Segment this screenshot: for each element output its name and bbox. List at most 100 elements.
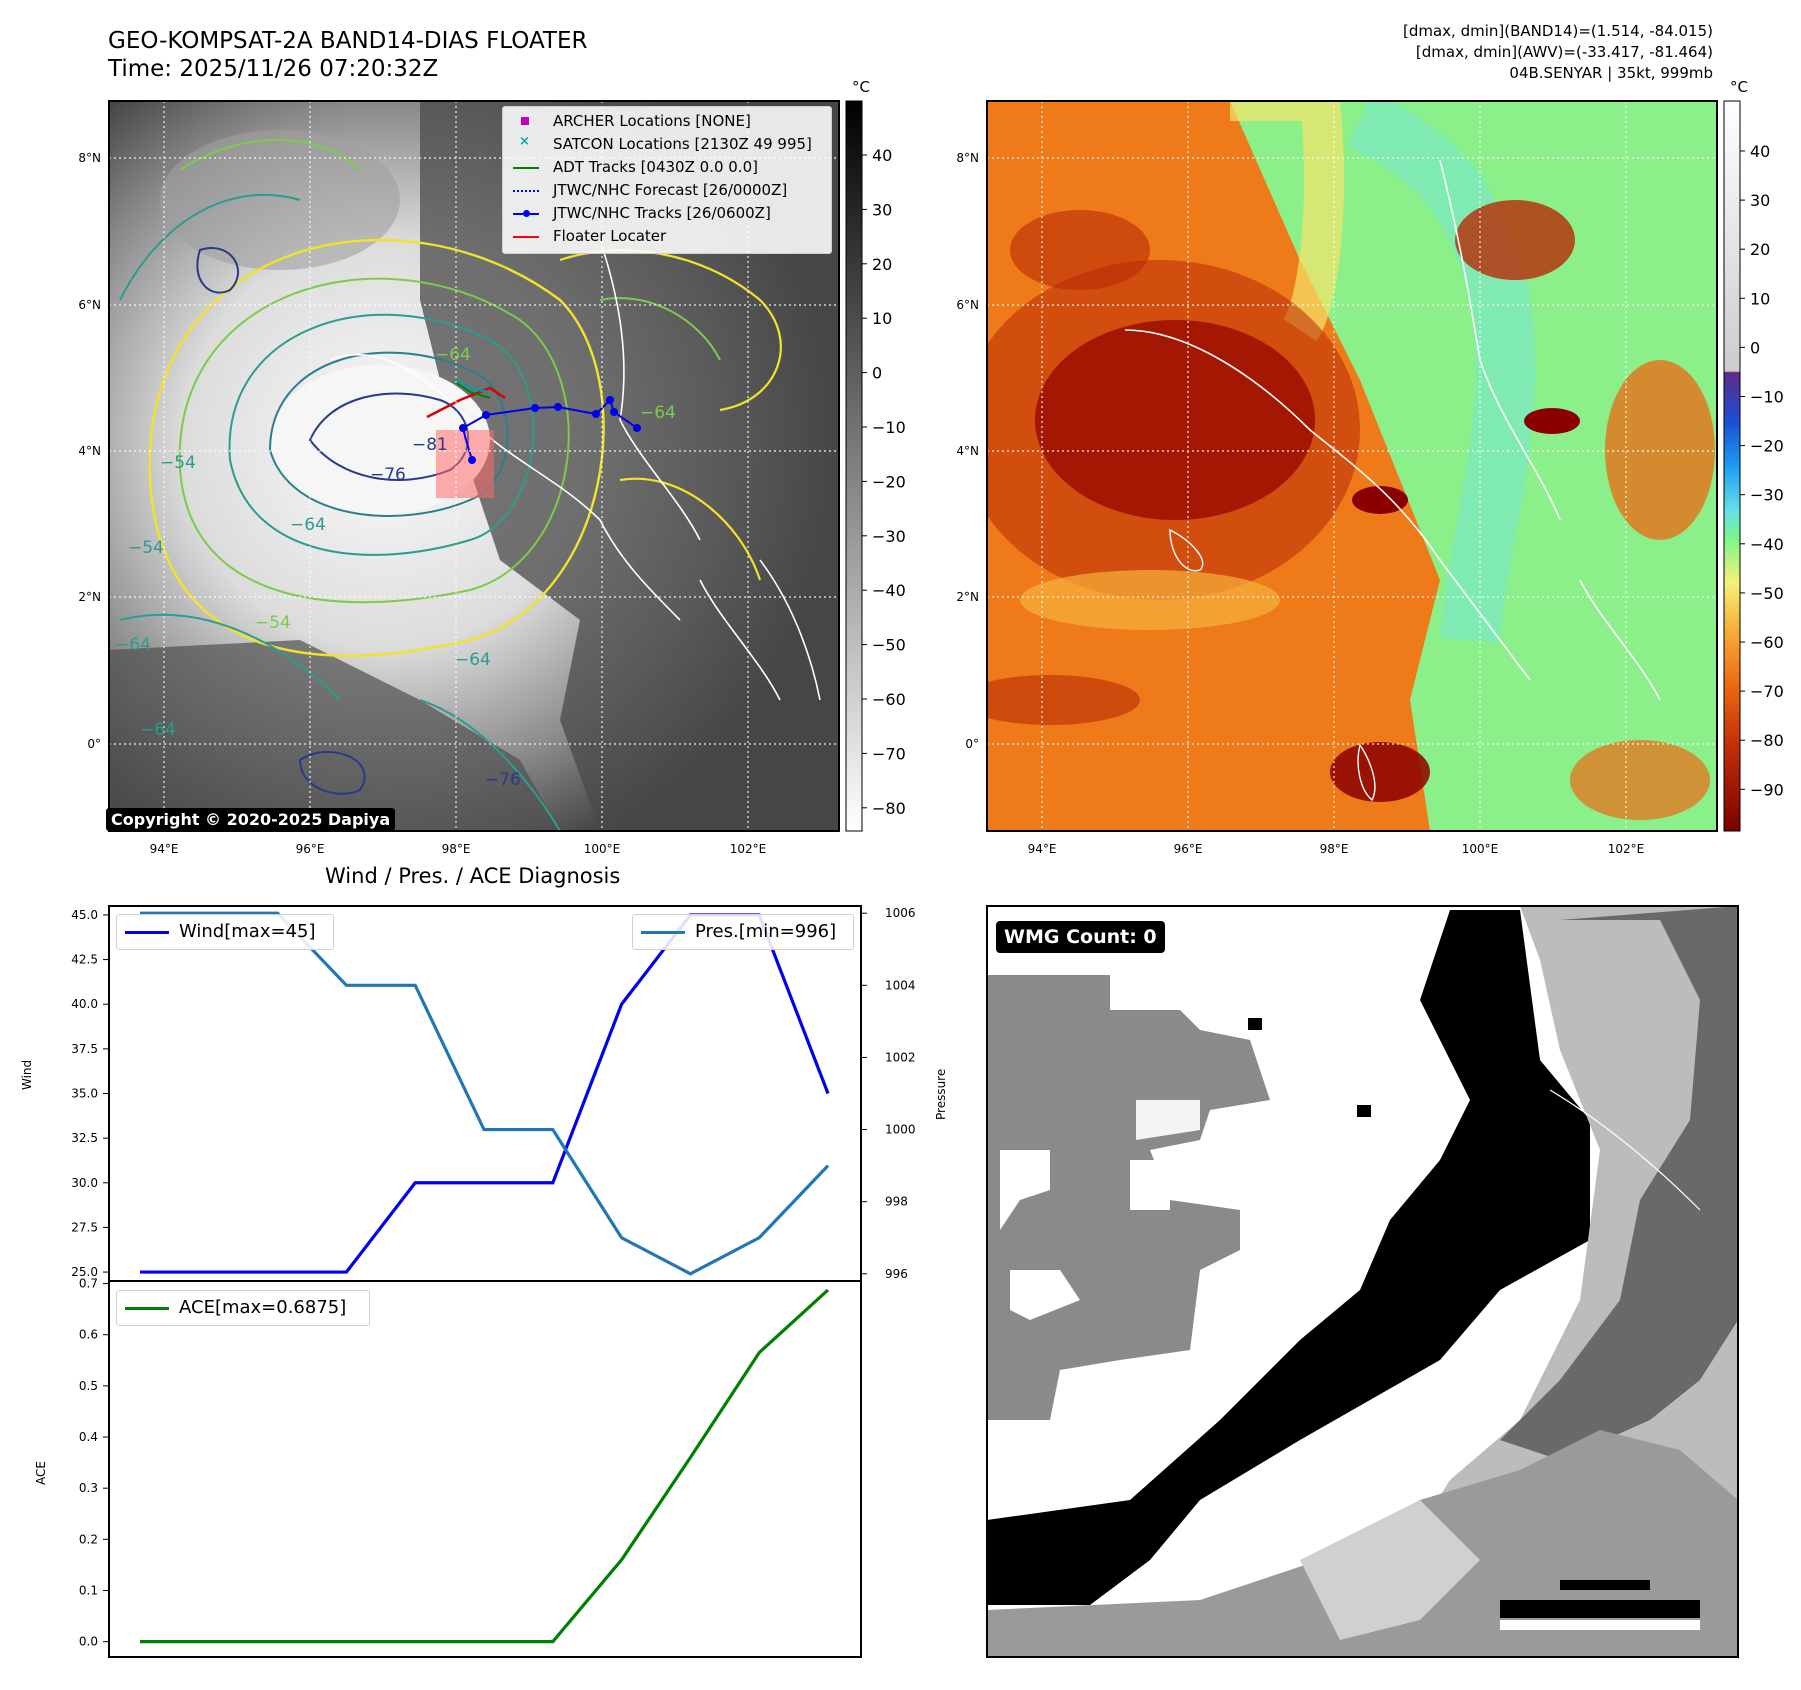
awv-colorbar-tick-label: −60 xyxy=(1750,633,1784,652)
lon-tick-label: 96°E xyxy=(296,842,325,856)
contour-label: −64 xyxy=(115,635,151,655)
awv-colorbar-ticks: 40 30 20 10 0 −10 −20 −30 −40 −50 −60 −70 −80 −90 xyxy=(1740,142,1784,799)
copyright-badge: Copyright © 2020-2025 Dapiya xyxy=(106,808,396,831)
contour-label: −64 xyxy=(140,720,176,740)
wmg-count-badge: WMG Count: 0 xyxy=(996,921,1165,953)
awv-colorbar-tick-label: −20 xyxy=(1750,437,1784,456)
awv-range: [dmax, dmin](AWV)=(-33.417, -81.464) xyxy=(1415,43,1713,61)
lat-tick-label: 8°N xyxy=(78,151,101,165)
ir-colorbar-ticks: 40 30 20 10 0 −10 −20 −30 −40 −50 −60 −70 −80 xyxy=(862,146,906,818)
storm-info: 04B.SENYAR | 35kt, 999mb xyxy=(1509,64,1713,82)
pressure-legend-swatch xyxy=(641,931,685,934)
dotted-line-icon xyxy=(513,190,539,192)
ace-axis-tick-label: 0.7 xyxy=(79,1277,98,1291)
lon-tick-label: 94°E xyxy=(150,842,179,856)
ir-colorbar-tick-label: −20 xyxy=(872,472,906,491)
ir-colorbar-tick-label: 30 xyxy=(872,200,892,219)
awv-map-frame xyxy=(986,100,1718,832)
lon-tick-label: 100°E xyxy=(1462,842,1499,856)
solid-line-icon xyxy=(513,236,539,238)
awv-colorbar-tick-label: −30 xyxy=(1750,486,1784,505)
ace-legend-swatch xyxy=(125,1307,169,1310)
lon-tick-label: 102°E xyxy=(730,842,767,856)
contour-label: −76 xyxy=(485,770,521,790)
ir-legend-label: Floater Locater xyxy=(553,227,667,245)
pressure-axis-tick-label: 1002 xyxy=(885,1050,916,1064)
ace-axis-tick-label: 0.1 xyxy=(79,1583,98,1597)
lat-tick-label: 4°N xyxy=(78,444,101,458)
pressure-legend: Pres.[min=996] xyxy=(632,914,854,950)
lon-tick-label: 102°E xyxy=(1608,842,1645,856)
lat-tick-label: 2°N xyxy=(956,590,979,604)
solid-line-icon xyxy=(513,167,539,169)
lat-tick-label: 2°N xyxy=(78,590,101,604)
ir-colorbar-tick-label: −30 xyxy=(872,527,906,546)
lat-tick-label: 4°N xyxy=(956,444,979,458)
ir-legend-label: JTWC/NHC Tracks [26/0600Z] xyxy=(553,204,771,222)
ace-series-line xyxy=(140,1288,830,1644)
wind-pressure-plot: 45.0 42.5 40.0 37.5 35.0 32.5 30.0 27.5 25.0 100… xyxy=(71,905,916,1282)
awv-colorbar-tick-label: 40 xyxy=(1750,142,1770,161)
ace-axis-label: ACE xyxy=(34,1461,48,1485)
ir-legend-item: ARCHER Locations [NONE] xyxy=(503,111,823,133)
ace-plot: 0.7 0.6 0.5 0.4 0.3 0.2 0.1 0.0 xyxy=(79,1277,862,1658)
awv-colorbar-tick-label: 20 xyxy=(1750,240,1770,259)
contour-label: −54 xyxy=(128,538,164,558)
wmg-frame xyxy=(986,905,1739,1658)
pressure-axis-tick-label: 1000 xyxy=(885,1123,916,1137)
wind-legend: Wind[max=45] xyxy=(116,914,334,950)
ir-colorbar-tick-label: −60 xyxy=(872,690,906,709)
contour-label: −54 xyxy=(255,613,291,633)
pressure-legend-label: Pres.[min=996] xyxy=(695,921,837,942)
wind-axis-tick-label: 40.0 xyxy=(71,997,98,1011)
awv-colorbar-tick-label: 30 xyxy=(1750,191,1770,210)
contour-label: −64 xyxy=(290,515,326,535)
ace-axis-tick-label: 0.3 xyxy=(79,1481,98,1495)
lon-tick-label: 98°E xyxy=(1320,842,1349,856)
ir-colorbar-tick-label: 40 xyxy=(872,146,892,165)
awv-colorbar-tick-label: −40 xyxy=(1750,535,1784,554)
ir-legend-label: JTWC/NHC Forecast [26/0000Z] xyxy=(553,181,788,199)
contour-label: −64 xyxy=(435,345,471,365)
awv-colorbar-tick-label: 10 xyxy=(1750,289,1770,308)
coastline xyxy=(329,354,681,621)
lat-tick-label: 6°N xyxy=(78,298,101,312)
awv-colorbar-tick-label: −90 xyxy=(1750,780,1784,799)
contour-label: −81 xyxy=(412,435,448,455)
wind-legend-swatch xyxy=(125,931,169,934)
ace-axis-tick-label: 0.0 xyxy=(79,1635,98,1649)
wind-axis-tick-label: 27.5 xyxy=(71,1220,98,1234)
contour-label: −64 xyxy=(640,403,676,423)
ir-colorbar-tick-label: −70 xyxy=(872,744,906,763)
jtwc-track xyxy=(461,398,638,461)
pressure-axis-tick-label: 998 xyxy=(885,1195,908,1209)
ir-colorbar-tick-label: −10 xyxy=(872,418,906,437)
lat-tick-label: 6°N xyxy=(956,298,979,312)
lon-tick-label: 96°E xyxy=(1174,842,1203,856)
contour-label: −64 xyxy=(455,650,491,670)
wind-axis-label: Wind xyxy=(20,1059,34,1090)
clear-sky-region xyxy=(420,101,839,831)
awv-colorbar-tick-label: −80 xyxy=(1750,731,1784,750)
ir-legend-label: SATCON Locations [2130Z 49 995] xyxy=(553,135,812,153)
wind-axis-tick-label: 35.0 xyxy=(71,1087,98,1101)
ace-axis-tick-label: 0.4 xyxy=(79,1430,98,1444)
pressure-axis-tick-label: 996 xyxy=(885,1267,908,1281)
contour-label: −54 xyxy=(160,453,196,473)
ir-colorbar-tick-label: 10 xyxy=(872,309,892,328)
timestamp: Time: 2025/11/26 07:20:32Z xyxy=(108,56,439,82)
wind-axis-tick-label: 30.0 xyxy=(71,1176,98,1190)
ace-legend: ACE[max=0.6875] xyxy=(116,1290,370,1326)
awv-colorbar-tick-label: −10 xyxy=(1750,388,1784,407)
wind-axis-tick-label: 37.5 xyxy=(71,1042,98,1056)
awv-colorbar-unit: °C xyxy=(1730,78,1748,96)
ace-axis-tick-label: 0.2 xyxy=(79,1532,98,1546)
ace-axis-tick-label: 0.6 xyxy=(79,1328,98,1342)
ir-colorbar-tick-label: 0 xyxy=(872,364,882,383)
ir-map-frame xyxy=(108,100,840,832)
awv-map-panel xyxy=(986,100,1718,832)
ir-colorbar-tick-label: −40 xyxy=(872,581,906,600)
band14-range: [dmax, dmin](BAND14)=(1.514, -84.015) xyxy=(1402,22,1713,40)
wmg-panel xyxy=(986,905,1739,1658)
